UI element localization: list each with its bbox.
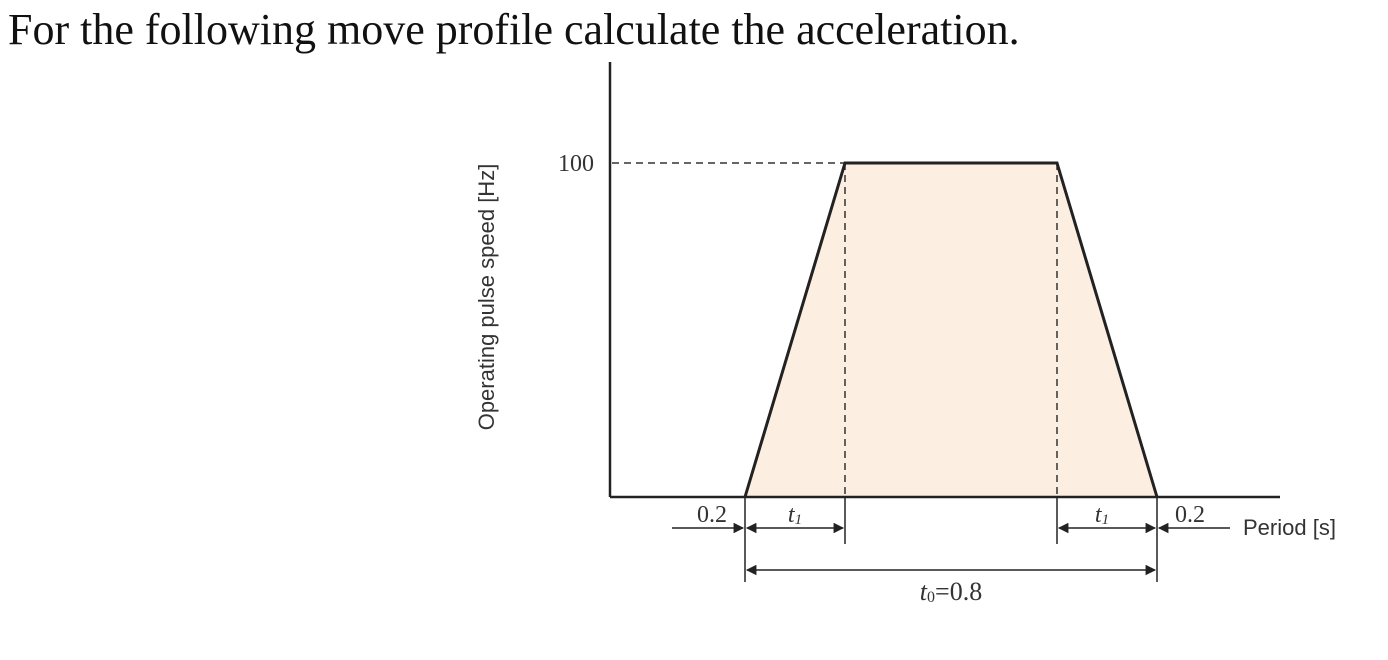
x-axis-label: Period [s] bbox=[1243, 515, 1336, 540]
y-peak-label: 100 bbox=[558, 151, 594, 177]
decel-lag-label: 0.2 bbox=[1175, 502, 1205, 528]
question-text: For the following move profile calculate… bbox=[8, 5, 1020, 54]
profile-fill bbox=[745, 163, 1157, 497]
y-axis-label: Operating pulse speed [Hz] bbox=[474, 164, 499, 431]
t1-right-label: t1 bbox=[1095, 502, 1109, 528]
accel-lead-label: 0.2 bbox=[697, 502, 727, 528]
profile-line bbox=[743, 161, 1159, 498]
total-time-label: t0=0.8 bbox=[920, 577, 982, 606]
t1-left-label: t1 bbox=[788, 502, 802, 528]
